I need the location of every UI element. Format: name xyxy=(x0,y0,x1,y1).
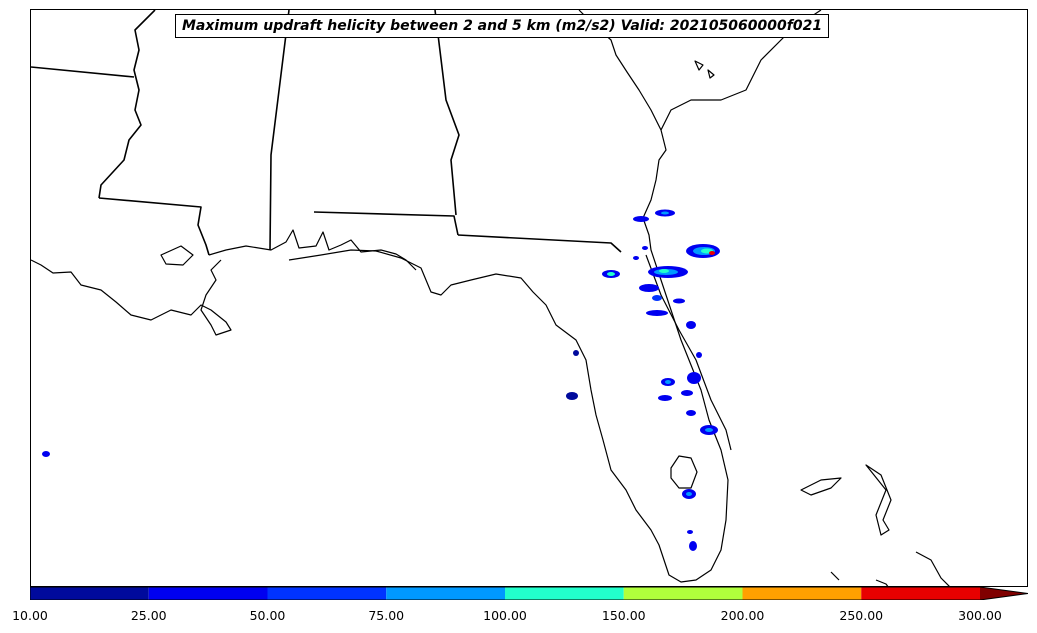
helicity-swath xyxy=(607,272,615,276)
colorbar-segment xyxy=(267,587,387,600)
bahamas-island-4 xyxy=(875,579,889,586)
colorbar-tick-label: 75.00 xyxy=(368,608,405,623)
helicity-swath xyxy=(633,216,649,222)
helicity-swath xyxy=(642,246,648,250)
helicity-swath xyxy=(681,390,693,396)
state-boundary-al-ga xyxy=(434,10,460,216)
colorbar-segment xyxy=(30,587,149,600)
bahamas-island-2 xyxy=(800,477,842,496)
colorbar-tick-label: 200.00 xyxy=(720,608,765,623)
colorbar-tick-label: 250.00 xyxy=(839,608,884,623)
colorbar-tick-label: 25.00 xyxy=(130,608,167,623)
state-boundary-ms-al xyxy=(269,10,290,251)
coastline-louisiana xyxy=(31,259,232,336)
colorbar-segment xyxy=(148,587,268,600)
small-island-b xyxy=(707,69,715,79)
helicity-swath xyxy=(661,211,669,215)
helicity-swath xyxy=(696,352,702,358)
helicity-swath xyxy=(639,284,659,292)
helicity-swath xyxy=(665,380,671,384)
state-boundary-ms-river xyxy=(98,10,156,199)
lake-okeechobee xyxy=(670,455,698,489)
colorbar-segment xyxy=(505,587,624,600)
helicity-swath xyxy=(573,350,579,356)
barrier-islands xyxy=(645,254,732,451)
colorbar-tick-label: 100.00 xyxy=(483,608,527,623)
helicity-swath xyxy=(705,428,713,432)
helicity-swath xyxy=(652,295,662,301)
coastline-ms-al xyxy=(208,229,417,271)
helicity-swath xyxy=(687,530,693,534)
helicity-swath xyxy=(633,256,639,260)
colorbar-tick-label: 150.00 xyxy=(601,608,646,623)
state-boundary-ar-ms xyxy=(31,66,135,78)
helicity-swath xyxy=(646,310,668,316)
small-island-a xyxy=(694,60,704,71)
colorbar xyxy=(30,587,1028,600)
colorbar-tick-label: 50.00 xyxy=(249,608,286,623)
helicity-swath xyxy=(709,251,715,255)
lake-pontchartrain xyxy=(160,245,194,266)
map-panel xyxy=(30,9,1028,587)
colorbar-segment xyxy=(386,587,505,600)
helicity-swath xyxy=(42,451,50,457)
map-title: Maximum updraft helicity between 2 and 5… xyxy=(175,14,830,38)
bahamas-island-5 xyxy=(830,571,840,581)
colorbar-segment xyxy=(623,587,743,600)
state-boundary-ga-fl xyxy=(457,234,622,253)
helicity-swath xyxy=(658,395,672,401)
helicity-swath xyxy=(686,492,692,496)
map-canvas xyxy=(31,10,950,586)
bahamas-island-3 xyxy=(915,551,950,586)
helicity-swath xyxy=(686,321,696,329)
colorbar-tick-label: 300.00 xyxy=(958,608,1002,623)
state-boundary-al-fl xyxy=(313,211,459,236)
colorbar-tick-label: 10.00 xyxy=(12,608,48,623)
helicity-swath xyxy=(566,392,578,400)
bahamas-island-1 xyxy=(865,464,892,536)
colorbar-extend-arrow xyxy=(980,587,1028,600)
helicity-swath xyxy=(659,269,669,273)
helicity-swath xyxy=(686,410,696,416)
helicity-swath xyxy=(687,372,701,384)
helicity-swath xyxy=(689,541,697,551)
state-boundary-ms-la xyxy=(98,197,210,256)
colorbar-segment xyxy=(742,587,862,600)
helicity-swath xyxy=(673,298,685,304)
colorbar-segment xyxy=(861,587,980,600)
coastline-florida-panhandle xyxy=(288,10,729,583)
